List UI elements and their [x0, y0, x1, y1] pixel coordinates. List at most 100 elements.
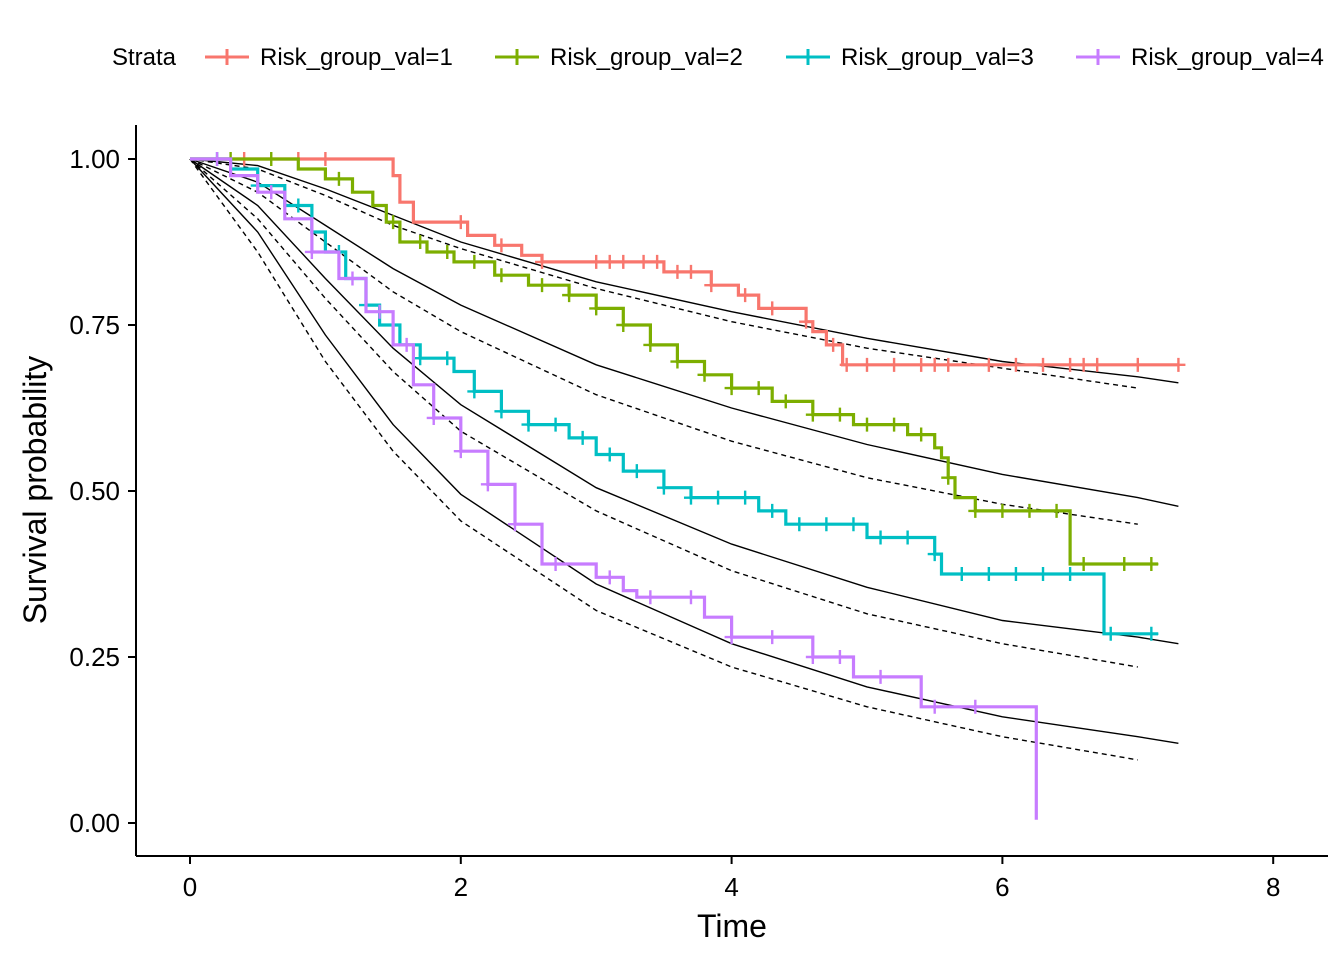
censor-mark — [683, 490, 698, 505]
fitted-curve-7 — [189, 158, 1179, 744]
censor-mark — [264, 185, 279, 200]
censor-mark — [494, 268, 509, 283]
censor-mark — [1008, 357, 1023, 372]
censor-mark — [629, 464, 644, 479]
censor-mark — [318, 152, 333, 166]
censor-mark — [413, 235, 428, 249]
censor-mark — [981, 357, 996, 372]
legend-key — [1076, 49, 1120, 65]
x-tick-label: 2 — [454, 872, 468, 902]
censor-mark — [670, 264, 685, 279]
legend-key — [205, 49, 249, 65]
x-ticks: 0 2 4 6 8 — [183, 856, 1280, 902]
censor-mark — [887, 357, 902, 372]
censor-mark — [210, 152, 225, 166]
censor-mark — [724, 630, 739, 645]
censor-mark — [426, 410, 441, 425]
km-series-4 — [190, 152, 1038, 820]
censor-mark — [602, 447, 617, 462]
legend-label: Risk_group_val=1 — [260, 44, 453, 71]
censor-mark — [805, 407, 820, 422]
censor-mark — [656, 480, 671, 495]
censor-mark — [345, 271, 360, 286]
km-step-line — [190, 157, 1038, 820]
censor-mark — [1144, 626, 1159, 641]
censor-mark — [819, 517, 834, 532]
legend-item: Risk_group_val=4 — [1076, 44, 1324, 71]
censor-mark — [927, 547, 942, 562]
censor-mark — [954, 567, 969, 581]
censor-mark — [616, 318, 631, 332]
axes: 0 2 4 6 8 0.00 0.25 0.50 0.75 1.00 — [69, 125, 1328, 902]
censor-mark — [832, 407, 847, 422]
censor-mark — [1117, 557, 1132, 572]
censor-mark — [643, 590, 658, 605]
censor-mark — [860, 357, 874, 372]
y-tick-label: 0.50 — [69, 476, 120, 506]
censor-mark — [480, 477, 495, 492]
legend-key — [786, 49, 830, 65]
censor-mark — [1049, 503, 1064, 518]
censor-mark — [372, 304, 387, 319]
censor-mark — [711, 490, 726, 505]
censor-mark — [765, 503, 780, 518]
censor-mark — [399, 337, 414, 352]
censor-mark — [724, 381, 739, 396]
censor-mark — [927, 357, 942, 372]
censor-mark — [1144, 557, 1159, 572]
x-tick-label: 8 — [1266, 872, 1280, 902]
fitted-curve-3 — [189, 158, 1179, 507]
fitted-curve-5 — [189, 158, 1179, 645]
km-series-2 — [190, 152, 1159, 572]
censor-mark — [839, 357, 854, 372]
censor-mark — [1063, 567, 1078, 581]
fitted-curve-2 — [189, 158, 1138, 389]
y-axis-title: Survival probability — [17, 356, 53, 625]
censor-mark — [1022, 503, 1037, 518]
censor-mark — [704, 278, 719, 293]
legend: Strata Risk_group_val=1 Risk_group_val=2 R… — [112, 44, 1324, 71]
legend-label: Risk_group_val=4 — [1131, 44, 1324, 71]
censor-mark — [386, 215, 401, 230]
censor-mark — [981, 567, 996, 581]
censor-mark — [900, 530, 915, 545]
km-step-line — [190, 157, 1159, 636]
censor-mark — [331, 171, 346, 186]
censor-mark — [562, 288, 577, 303]
censor-mark — [1171, 357, 1186, 372]
y-tick-label: 0.75 — [69, 310, 120, 340]
censor-mark — [453, 215, 468, 230]
censor-mark — [304, 244, 319, 259]
legend-item: Risk_group_val=2 — [495, 44, 743, 71]
censor-mark — [751, 381, 766, 396]
km-step-line — [190, 157, 1159, 566]
censor-mark — [1090, 357, 1105, 372]
censor-mark — [643, 337, 658, 352]
censor-mark — [995, 503, 1010, 518]
x-tick-label: 4 — [724, 872, 738, 902]
legend-title: Strata — [112, 44, 177, 71]
censor-mark — [1036, 567, 1051, 581]
censor-mark — [683, 590, 698, 605]
censor-mark — [1076, 557, 1091, 572]
censor-mark — [914, 357, 929, 372]
censor-mark — [507, 517, 522, 532]
censor-mark — [738, 288, 753, 303]
censor-mark — [968, 503, 983, 518]
censor-mark — [941, 470, 956, 485]
censor-mark — [1036, 357, 1051, 372]
censor-mark — [846, 517, 861, 532]
censor-mark — [873, 530, 888, 545]
censor-mark — [738, 490, 753, 505]
legend-key — [495, 49, 539, 65]
x-tick-label: 0 — [183, 872, 197, 902]
legend-label: Risk_group_val=2 — [550, 44, 743, 71]
plot-area — [189, 152, 1186, 820]
censor-mark — [860, 417, 874, 432]
censor-mark — [467, 254, 482, 269]
censor-mark — [1008, 567, 1023, 581]
censor-mark — [941, 357, 956, 372]
censor-mark — [927, 699, 942, 714]
censor-mark — [968, 699, 983, 714]
km-curves — [190, 152, 1186, 820]
